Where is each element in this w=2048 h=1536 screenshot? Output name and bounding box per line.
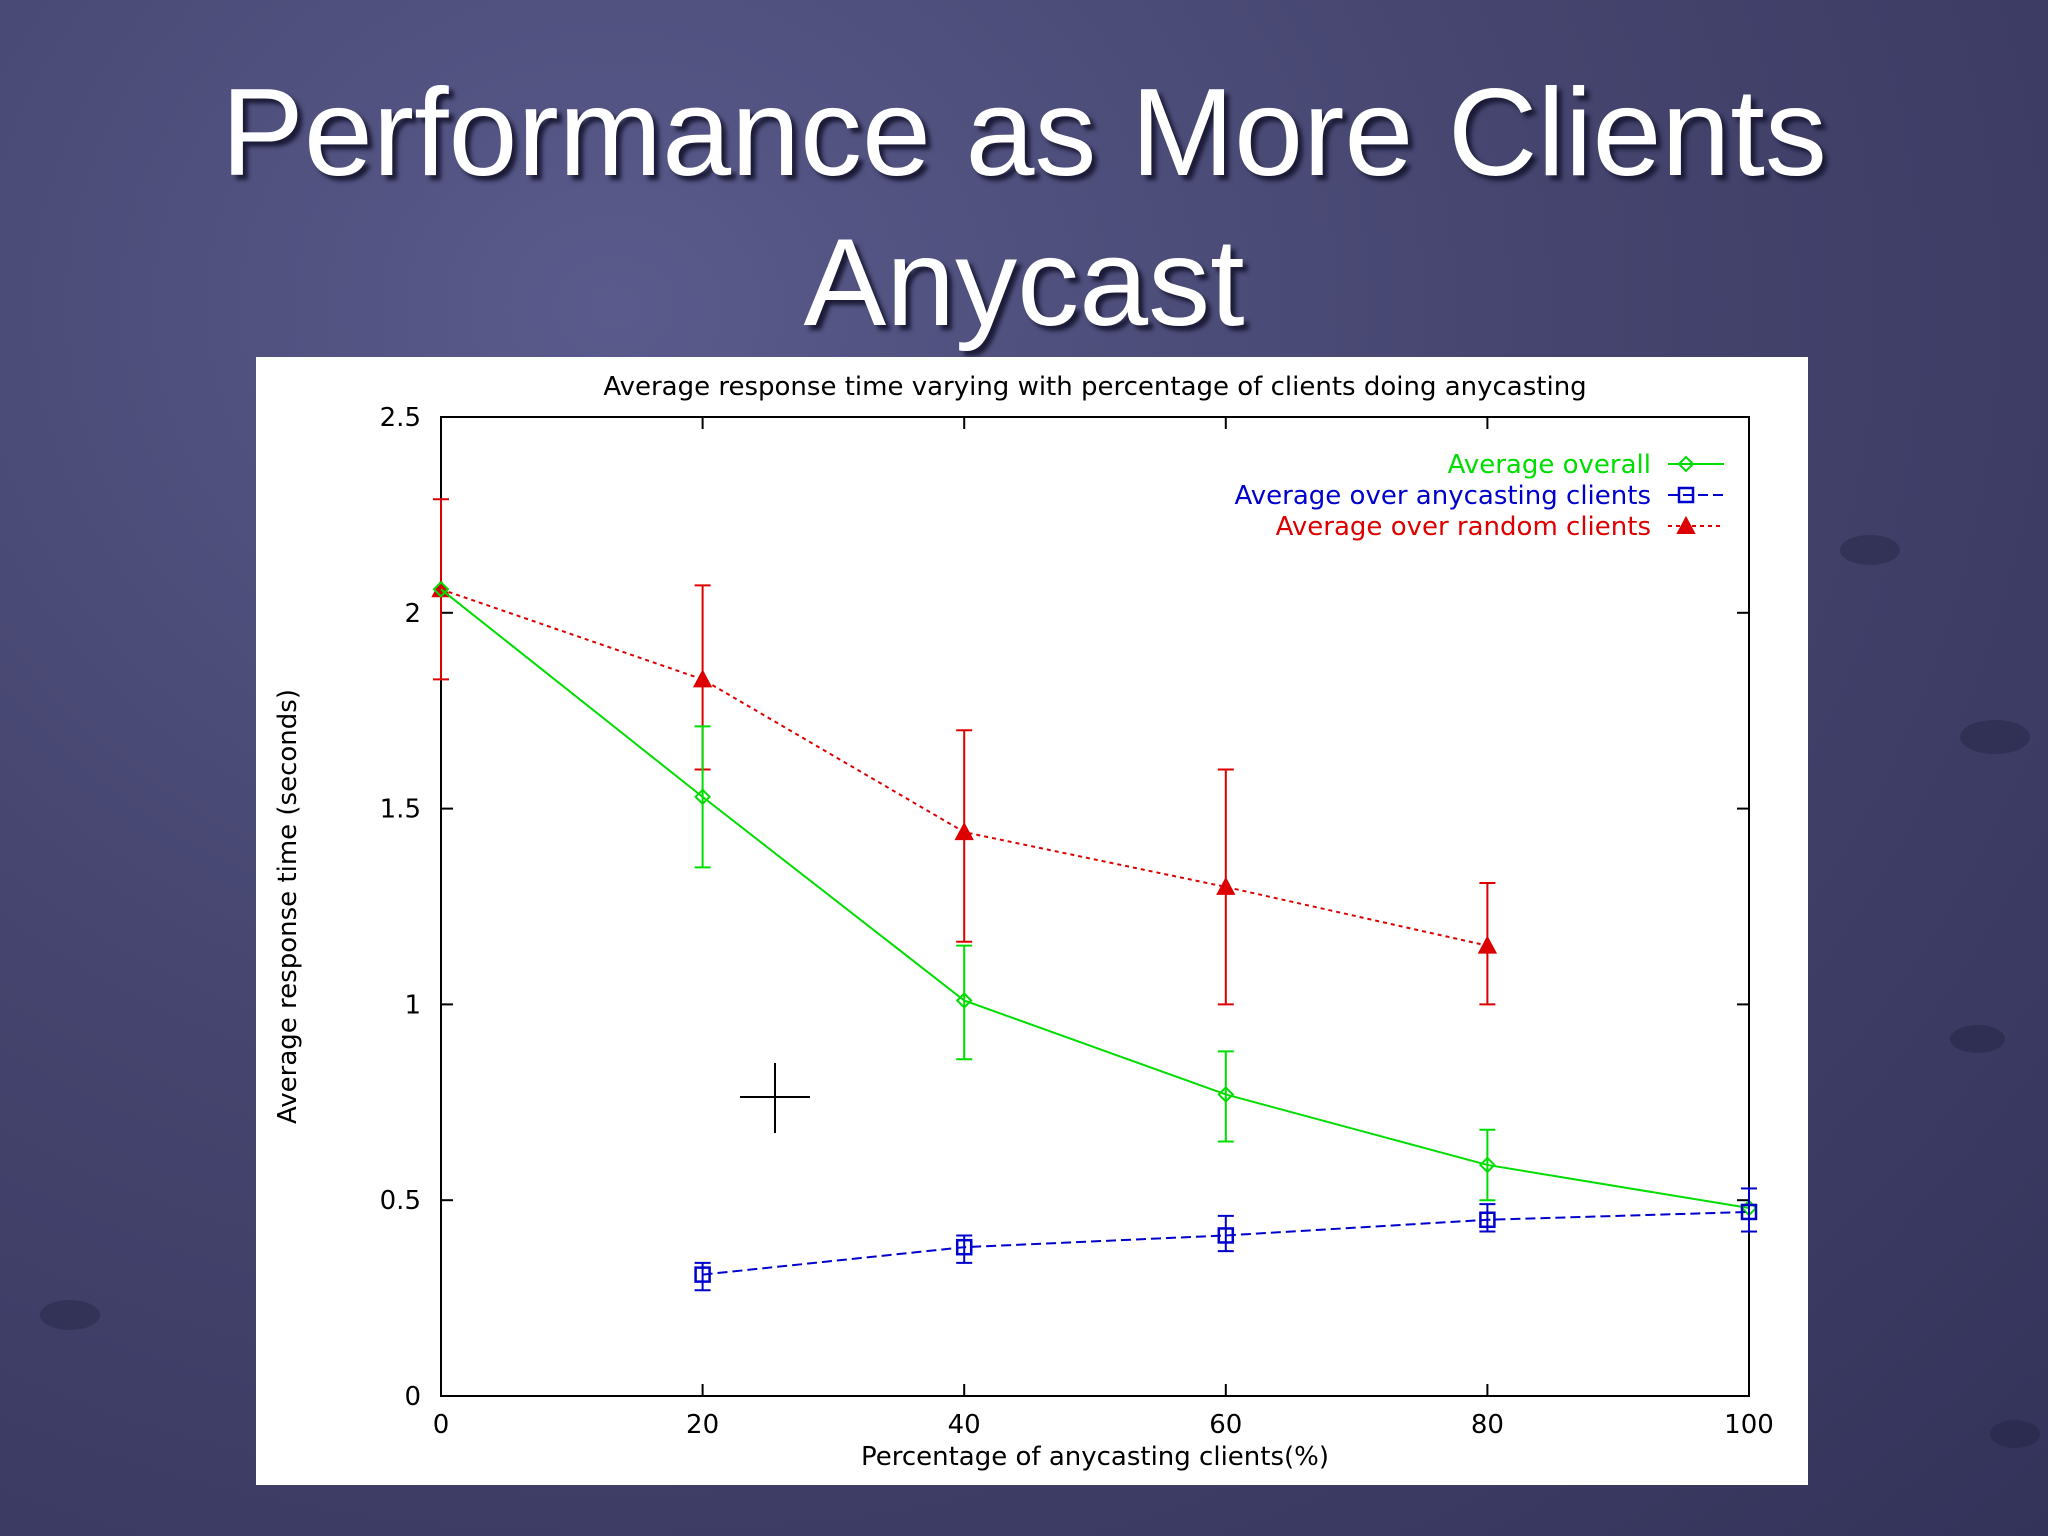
- background-dot: [1960, 720, 2030, 754]
- data-point: [694, 788, 712, 806]
- legend-marker: [1677, 455, 1695, 473]
- y-tick-label: 0.5: [380, 1186, 421, 1216]
- data-point: [1217, 1086, 1235, 1103]
- data-point: [955, 1238, 973, 1256]
- background-dot: [1950, 1025, 2005, 1053]
- legend-label: Average over anycasting clients: [1235, 481, 1651, 511]
- data-point: [1477, 935, 1498, 954]
- y-tick-label: 1: [404, 990, 421, 1020]
- x-tick-label: 20: [686, 1410, 719, 1440]
- x-tick-label: 80: [1471, 1410, 1504, 1440]
- series-line: [702, 1210, 1750, 1276]
- data-point: [955, 992, 973, 1009]
- plot-frame: [440, 416, 1750, 1397]
- data-point: [694, 1266, 711, 1283]
- background-dot: [40, 1300, 100, 1330]
- response-time-chart: Average response time varying with perce…: [273, 372, 1774, 1472]
- chart-title: Average response time varying with perce…: [603, 372, 1586, 402]
- legend-label: Average over random clients: [1276, 512, 1651, 542]
- series-line: [440, 588, 1750, 1210]
- data-point: [1740, 1203, 1758, 1221]
- chart-panel: Average response time varying with perce…: [256, 357, 1808, 1485]
- background-dot: [1990, 1420, 2040, 1448]
- x-tick-label: 100: [1724, 1410, 1774, 1440]
- data-point: [1479, 1211, 1496, 1229]
- data-point: [1478, 1156, 1496, 1174]
- legend-label: Average overall: [1448, 450, 1651, 480]
- y-tick-label: 2: [404, 599, 421, 629]
- y-tick-label: 0: [404, 1382, 421, 1412]
- y-tick-label: 2.5: [380, 403, 421, 433]
- legend-marker: [1676, 515, 1696, 534]
- background-dot: [1840, 535, 1900, 565]
- x-tick-label: 0: [433, 1410, 450, 1440]
- y-axis-label: Average response time (seconds): [273, 689, 303, 1124]
- legend-marker: [1677, 486, 1695, 504]
- x-axis-label: Percentage of anycasting clients(%): [861, 1442, 1329, 1472]
- slide-title: Performance as More Clients Anycast: [0, 58, 2048, 358]
- x-tick-label: 60: [1209, 1410, 1242, 1440]
- data-point: [432, 580, 450, 598]
- data-point: [1216, 876, 1236, 895]
- y-tick-label: 1.5: [380, 795, 421, 825]
- slide-title-line1: Performance as More Clients: [221, 64, 1827, 202]
- data-point: [954, 821, 974, 841]
- data-point: [1217, 1227, 1235, 1244]
- x-tick-label: 40: [948, 1410, 981, 1440]
- data-point: [692, 669, 713, 688]
- slide-title-line2: Anycast: [803, 214, 1245, 352]
